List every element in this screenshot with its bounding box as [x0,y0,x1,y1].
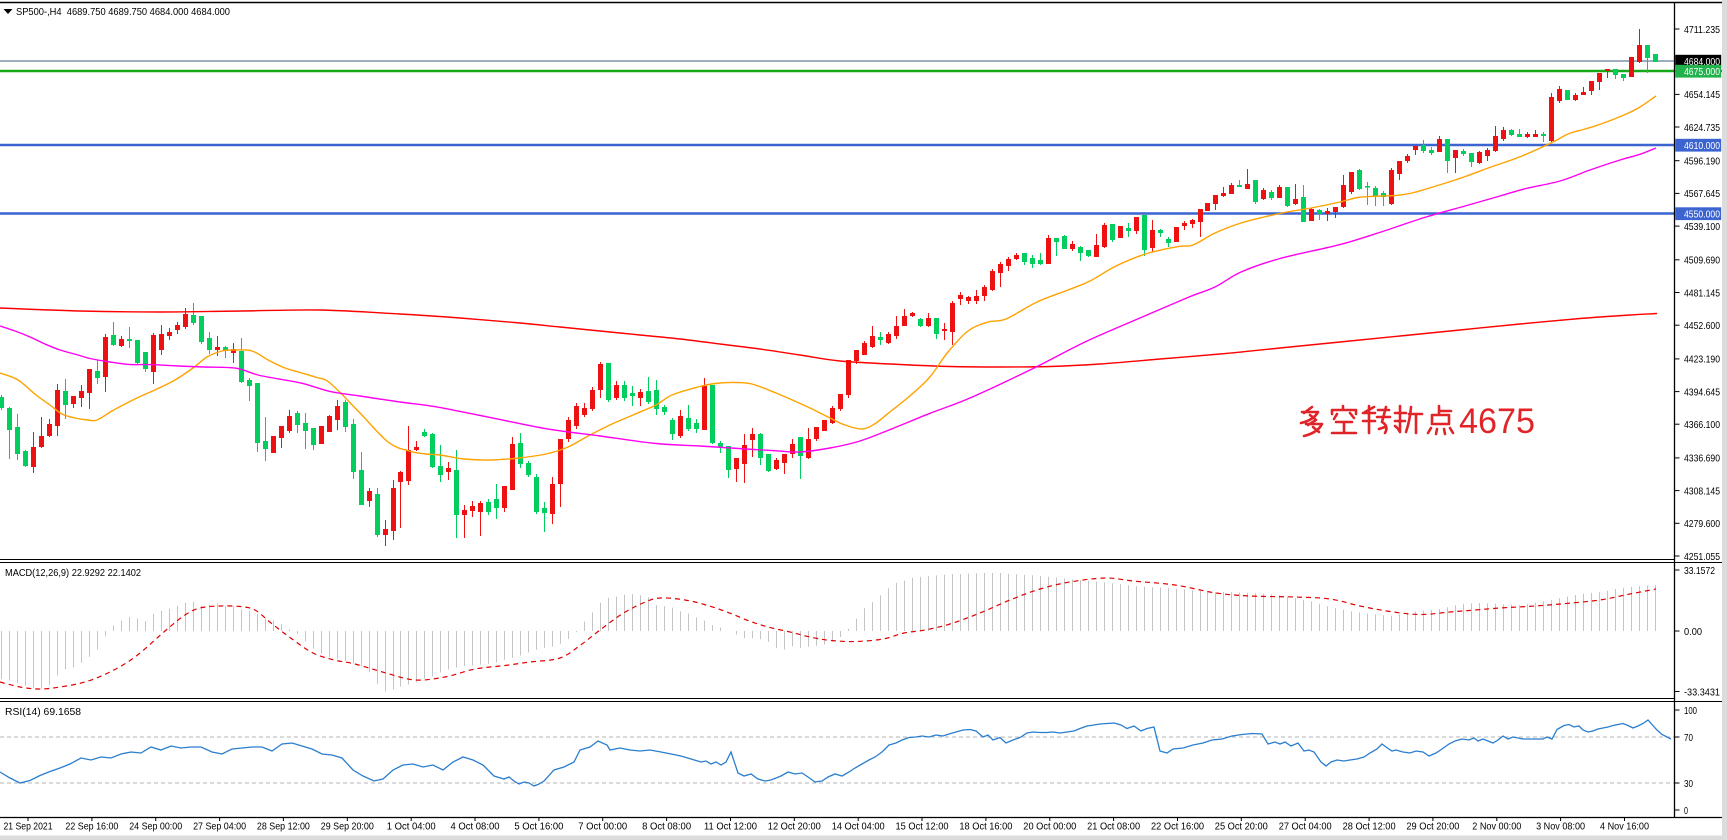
svg-text:4675.000: 4675.000 [1684,66,1720,78]
svg-text:4366.100: 4366.100 [1684,419,1720,431]
svg-text:4394.645: 4394.645 [1684,386,1720,398]
svg-text:70: 70 [1684,732,1693,744]
svg-text:4509.690: 4509.690 [1684,255,1720,267]
svg-text:11 Oct 12:00: 11 Oct 12:00 [704,821,757,833]
svg-text:27 Sep 04:00: 27 Sep 04:00 [193,821,246,833]
svg-text:5 Oct 16:00: 5 Oct 16:00 [514,821,563,833]
svg-text:29 Oct 20:00: 29 Oct 20:00 [1406,821,1459,833]
svg-text:MACD(12,26,9) 22.9292 22.1402: MACD(12,26,9) 22.9292 22.1402 [5,567,141,579]
svg-text:21 Oct 08:00: 21 Oct 08:00 [1087,821,1140,833]
svg-text:4624.735: 4624.735 [1684,122,1720,134]
svg-text:28 Sep 12:00: 28 Sep 12:00 [257,821,310,833]
svg-text:30: 30 [1684,778,1693,790]
svg-text:RSI(14) 69.1658: RSI(14) 69.1658 [5,706,81,718]
svg-text:4452.600: 4452.600 [1684,320,1720,332]
svg-text:4308.145: 4308.145 [1684,485,1720,497]
svg-text:15 Oct 12:00: 15 Oct 12:00 [896,821,949,833]
svg-text:8 Oct 08:00: 8 Oct 08:00 [642,821,691,833]
svg-text:21 Sep 2021: 21 Sep 2021 [4,821,53,833]
svg-text:1 Oct 04:00: 1 Oct 04:00 [387,821,436,833]
svg-text:24 Sep 00:00: 24 Sep 00:00 [129,821,182,833]
svg-text:4567.645: 4567.645 [1684,188,1720,200]
svg-text:20 Oct 00:00: 20 Oct 00:00 [1023,821,1076,833]
svg-text:SP500-,H4 4689.750 4689.750 4: SP500-,H4 4689.750 4689.750 4684.000 468… [16,6,230,18]
svg-text:28 Oct 12:00: 28 Oct 12:00 [1343,821,1396,833]
svg-text:14 Oct 04:00: 14 Oct 04:00 [832,821,885,833]
svg-text:4539.100: 4539.100 [1684,221,1720,233]
svg-text:4336.690: 4336.690 [1684,453,1720,465]
svg-text:22 Sep 16:00: 22 Sep 16:00 [65,821,118,833]
svg-text:4654.145: 4654.145 [1684,89,1720,101]
svg-text:4251.055: 4251.055 [1684,551,1720,563]
svg-text:4 Nov 16:00: 4 Nov 16:00 [1600,821,1649,833]
svg-text:4610.000: 4610.000 [1684,140,1720,152]
svg-text:4596.190: 4596.190 [1684,156,1720,168]
svg-text:4550.000: 4550.000 [1684,208,1720,220]
svg-text:2 Nov 00:00: 2 Nov 00:00 [1472,821,1521,833]
svg-text:12 Oct 20:00: 12 Oct 20:00 [768,821,821,833]
svg-text:22 Oct 16:00: 22 Oct 16:00 [1151,821,1204,833]
svg-text:4 Oct 08:00: 4 Oct 08:00 [451,821,500,833]
svg-text:7 Oct 00:00: 7 Oct 00:00 [578,821,627,833]
svg-text:18 Oct 16:00: 18 Oct 16:00 [959,821,1012,833]
svg-text:4423.190: 4423.190 [1684,354,1720,366]
svg-text:4711.235: 4711.235 [1684,24,1720,36]
svg-text:4279.600: 4279.600 [1684,518,1720,530]
svg-text:-33.3431: -33.3431 [1684,686,1720,698]
svg-text:0: 0 [1684,805,1688,817]
svg-text:0.00: 0.00 [1684,626,1702,638]
svg-text:27 Oct 04:00: 27 Oct 04:00 [1279,821,1332,833]
svg-text:3 Nov 08:00: 3 Nov 08:00 [1536,821,1585,833]
svg-text:4481.145: 4481.145 [1684,287,1720,299]
svg-text:25 Oct 20:00: 25 Oct 20:00 [1215,821,1268,833]
svg-text:33.1572: 33.1572 [1684,565,1715,577]
svg-text:4675: 4675 [1459,402,1535,441]
svg-text:29 Sep 20:00: 29 Sep 20:00 [321,821,374,833]
svg-text:100: 100 [1684,705,1697,717]
